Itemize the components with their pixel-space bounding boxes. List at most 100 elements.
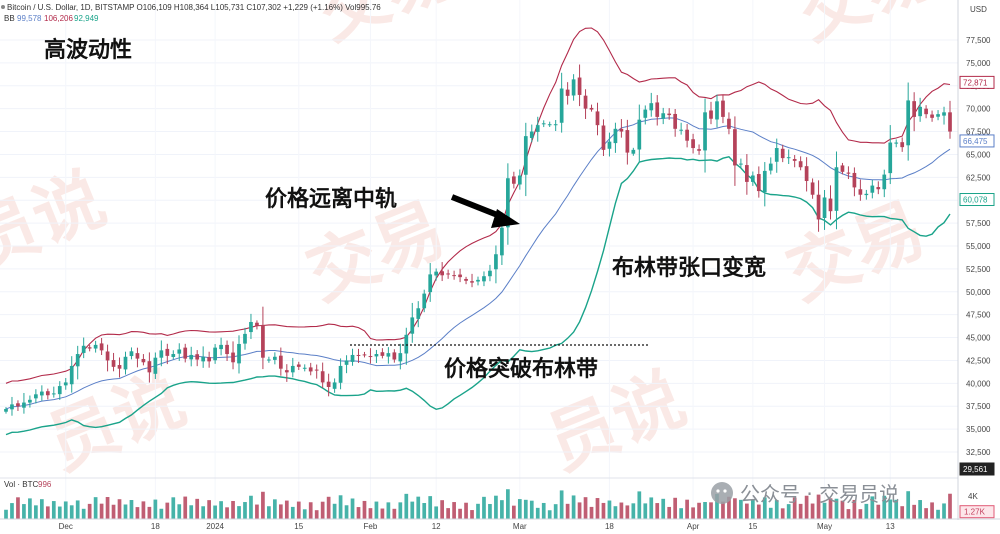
y-tick-label: 42,500 [966, 356, 991, 365]
candle-body [756, 174, 761, 192]
candle-body [930, 114, 934, 118]
candle-body [810, 182, 815, 195]
volume-bar [231, 500, 235, 519]
candle-body [458, 274, 462, 278]
volume-bar [589, 506, 594, 519]
candle-body [482, 276, 486, 282]
y-tick-label: 45,000 [966, 334, 991, 343]
bb-basis-value: 99,578 [17, 14, 42, 23]
volume-bar [930, 502, 934, 519]
volume-bar [888, 499, 893, 519]
volume-bar [577, 502, 582, 519]
candle-body [864, 193, 869, 196]
volume-bar [559, 490, 564, 519]
currency-label: USD [970, 5, 987, 14]
candle-body [452, 275, 456, 277]
candle-body [828, 198, 833, 212]
candle-body [39, 391, 44, 396]
candle-body [900, 142, 905, 148]
volume-bar [786, 504, 791, 519]
dot-icon [1, 5, 5, 9]
volume-bar [51, 501, 56, 519]
candle-body [10, 404, 14, 410]
x-tick-label: 13 [886, 522, 895, 531]
volume-bar [565, 503, 570, 519]
wechat-credit: 公众号 · 交易员说 [711, 482, 899, 506]
volume-bar [183, 496, 188, 519]
y-tick-label: 37,500 [966, 402, 991, 411]
candle-body [320, 371, 325, 383]
time-axis[interactable]: Dec 18 2024 15 Feb 12 Mar 18 Apr 15 May 13 [59, 522, 896, 531]
candle-body [822, 197, 827, 218]
volume-bar [267, 506, 271, 519]
volume-bar [153, 499, 158, 519]
volume-bar [147, 506, 152, 519]
candle-body [28, 399, 32, 403]
volume-bar [810, 503, 815, 519]
candle-body [81, 345, 86, 353]
candle-body [882, 174, 887, 190]
volume-bar [535, 507, 540, 519]
candle-body [595, 111, 600, 126]
candle-body [207, 357, 211, 362]
price-axis[interactable]: 77,50075,00072,50070,00067,50065,00062,5… [966, 36, 991, 457]
candle-body [123, 356, 128, 370]
volume-tag-label: 1.27K [964, 508, 986, 517]
volume-bar [123, 504, 128, 519]
candle-body [284, 370, 289, 373]
candle-body [4, 408, 8, 412]
price-tag-box [959, 193, 995, 207]
volume-bar [159, 508, 164, 519]
candle-body [679, 129, 683, 131]
candle-body [75, 354, 80, 367]
candle-body [183, 347, 188, 359]
volume-bar [45, 506, 50, 519]
wechat-eye-left [716, 489, 720, 493]
volume-bar [924, 508, 928, 519]
volume-bar [673, 497, 678, 519]
volume-bar [667, 506, 672, 519]
volume-bar [249, 495, 253, 519]
volume-bar [792, 497, 797, 519]
candle-body [22, 402, 26, 408]
volume-bar [296, 501, 301, 519]
volume-bar [816, 494, 821, 519]
volume-bar [189, 505, 194, 519]
candle-body [571, 79, 576, 96]
candle-body [422, 293, 427, 309]
bb-upper-value: 106,206 [44, 14, 73, 23]
volume-bar [374, 501, 379, 519]
volume-bar [219, 501, 223, 519]
volume-bar [804, 495, 809, 519]
volume-bar [129, 500, 134, 519]
y-tick-label: 50,000 [966, 288, 991, 297]
candle-body [762, 170, 767, 193]
price-tag-label: 29,561 [963, 465, 988, 474]
volume-bar [69, 505, 74, 519]
candle-body [511, 176, 516, 184]
candle-body [858, 189, 863, 195]
volume-bar [398, 502, 403, 519]
volume-bar [255, 504, 259, 519]
candle-body [768, 163, 773, 171]
legend-header: Bitcoin / U.S. Dollar, 1D, BITSTAMP O106… [1, 3, 381, 489]
candle-body [733, 129, 737, 166]
candle-body [517, 175, 522, 185]
candle-body [888, 142, 893, 174]
volume-bar [410, 501, 415, 519]
candle-body [727, 118, 731, 129]
candle-body [870, 185, 875, 193]
watermark-text: 交易 [786, 0, 947, 56]
volume-bar [547, 510, 552, 519]
volume-bar [846, 509, 851, 519]
volume-bar [750, 499, 755, 519]
y-tick-label: 67,500 [966, 128, 991, 137]
x-tick-label: 2024 [206, 522, 224, 531]
volume-bar [870, 496, 875, 519]
candle-body [541, 123, 546, 125]
candle-body [326, 381, 331, 387]
candle-body [261, 324, 265, 358]
volume-bar [511, 505, 516, 519]
candle-body [924, 108, 928, 115]
candle-body [267, 359, 271, 361]
